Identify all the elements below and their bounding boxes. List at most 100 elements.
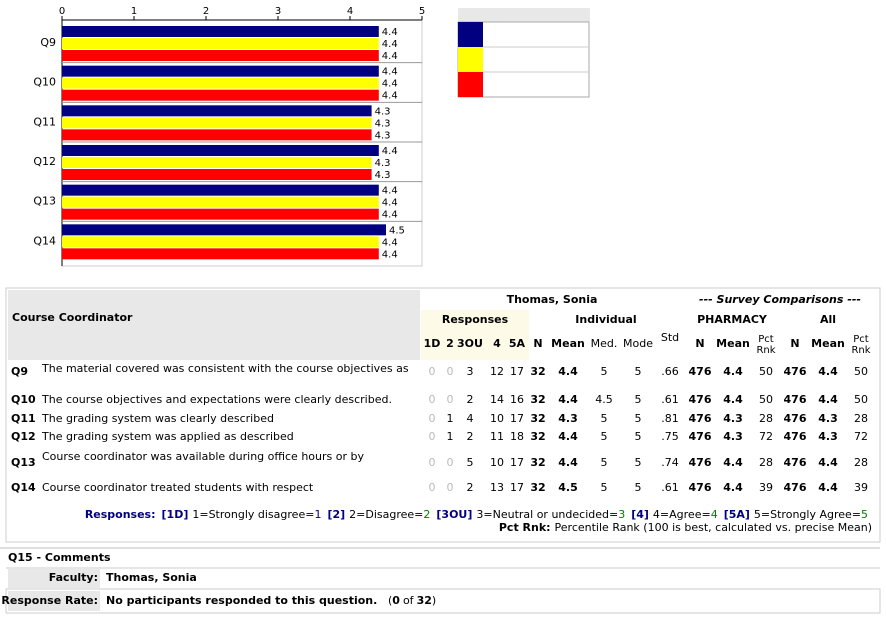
bar (62, 38, 379, 49)
cell: 2 (467, 393, 474, 406)
column-header: N (790, 337, 799, 350)
cell: 5 (601, 365, 608, 378)
legend-key: [5A] (724, 508, 750, 521)
category-label: Q12 (33, 155, 56, 168)
bar (62, 236, 379, 248)
cell: 72 (759, 430, 773, 443)
cell: 4.5 (595, 393, 613, 406)
cell: 50 (759, 393, 773, 406)
cell: .61 (661, 393, 679, 406)
cell: 3 (467, 365, 474, 378)
rate-detail: (0 of 32) (388, 594, 436, 607)
bar (62, 105, 372, 117)
value-label: 4.3 (375, 118, 391, 129)
column-header: 1D (424, 337, 441, 350)
cell: 0 (447, 393, 454, 406)
legend-num: 5 (861, 508, 868, 521)
cell: 5 (601, 456, 608, 469)
column-header: N (695, 337, 704, 350)
cell: 4.4 (723, 365, 743, 378)
cell: 5 (635, 481, 642, 494)
legend-text: 1=Strongly disagree= (192, 508, 314, 521)
cell: 5 (635, 393, 642, 406)
value-label: 4.4 (382, 27, 398, 38)
legend-text: 4=Agree= (653, 508, 711, 521)
cell: 4.4 (723, 481, 743, 494)
value-label: 4.3 (375, 158, 391, 169)
cell: 39 (854, 481, 868, 494)
column-header: Mode (623, 337, 653, 350)
cell: 32 (530, 481, 545, 494)
pct-note: Pct Rnk: Percentile Rank (100 is best, ca… (499, 521, 872, 534)
cell: 4.4 (818, 481, 838, 494)
legend-num: 4 (711, 508, 718, 521)
cell: 5 (467, 456, 474, 469)
cell: 476 (784, 365, 807, 378)
cell: 4.4 (558, 365, 578, 378)
cell: 476 (784, 430, 807, 443)
bar (62, 184, 379, 196)
category-label: Q9 (40, 36, 56, 49)
column-header: Std (661, 331, 679, 344)
bar (62, 169, 372, 180)
value-label: 4.4 (382, 186, 398, 197)
column-header: Pct (758, 334, 774, 345)
cell: 476 (784, 412, 807, 425)
cell: 476 (689, 481, 712, 494)
category-label: Q13 (33, 195, 56, 208)
cell: 32 (530, 456, 545, 469)
cell: 12 (490, 365, 504, 378)
cell: 32 (530, 430, 545, 443)
column-header: 3OU (457, 337, 483, 350)
cell: 2 (467, 430, 474, 443)
cell: 4.3 (723, 430, 743, 443)
legend-text: 5=Strongly Agree= (754, 508, 861, 521)
cell: 5 (635, 430, 642, 443)
bar (62, 77, 379, 89)
value-label: 4.5 (389, 225, 405, 236)
value-label: 4.4 (382, 249, 398, 260)
cell: 4.4 (723, 456, 743, 469)
cell: 476 (689, 393, 712, 406)
value-label: 4.4 (382, 67, 398, 78)
question-id: Q14 (11, 481, 36, 494)
cell: 5 (601, 430, 608, 443)
cell: 4.4 (818, 456, 838, 469)
rate-text: No participants responded to this questi… (106, 594, 377, 607)
table-frame (5, 287, 881, 543)
legend-label: Responses: (85, 508, 156, 521)
cell: 5 (601, 412, 608, 425)
cell: .75 (661, 430, 679, 443)
column-header: Rnk (851, 345, 870, 356)
legend-key: [1D] (162, 508, 189, 521)
cell: 28 (759, 456, 773, 469)
value-label: 4.4 (382, 146, 398, 157)
question-text: The material covered was consistent with… (41, 362, 409, 375)
cell: 4.4 (818, 393, 838, 406)
question-text: The grading system was clearly described (41, 412, 274, 425)
bar (62, 129, 372, 141)
cell: 17 (510, 481, 524, 494)
cell: 476 (689, 456, 712, 469)
question-id: Q9 (11, 365, 28, 378)
cell: 0 (429, 393, 436, 406)
legend-swatch (458, 22, 483, 47)
group-header: All (820, 313, 836, 326)
cell: 476 (784, 393, 807, 406)
cell: 5 (601, 481, 608, 494)
cell: 476 (689, 412, 712, 425)
cell: 11 (490, 430, 504, 443)
category-label: Q10 (33, 76, 56, 89)
rate-part: 0 (392, 594, 400, 607)
cell: 4 (467, 412, 474, 425)
cell: 476 (689, 430, 712, 443)
column-header: 5A (509, 337, 526, 350)
column-header: N (533, 337, 542, 350)
legend-text: 2=Disagree= (349, 508, 423, 521)
cell: 17 (510, 365, 524, 378)
question-id: Q10 (11, 393, 36, 406)
rate-part: of (403, 594, 415, 607)
cell: 4.4 (558, 430, 578, 443)
cell: 476 (784, 456, 807, 469)
bar (62, 196, 379, 208)
